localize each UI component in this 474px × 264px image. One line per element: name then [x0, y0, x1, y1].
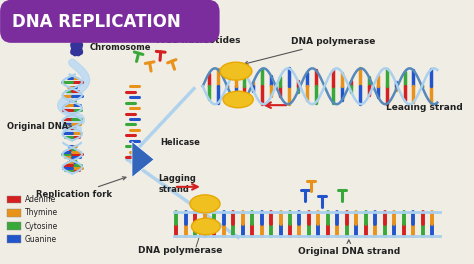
Ellipse shape: [220, 62, 252, 80]
Text: Leading strand: Leading strand: [386, 103, 463, 112]
Text: DNA polymerase: DNA polymerase: [244, 37, 375, 65]
FancyBboxPatch shape: [0, 0, 219, 43]
FancyBboxPatch shape: [7, 196, 21, 203]
Text: Guanine: Guanine: [25, 235, 57, 244]
Text: Lagging
strand: Lagging strand: [158, 174, 196, 194]
FancyBboxPatch shape: [7, 209, 21, 216]
Text: DNA REPLICATION: DNA REPLICATION: [11, 13, 180, 31]
Polygon shape: [132, 142, 154, 177]
Text: Cytosine: Cytosine: [25, 221, 58, 230]
Text: Helicase: Helicase: [161, 138, 201, 147]
Ellipse shape: [190, 195, 220, 213]
Text: Original DNA strand: Original DNA strand: [298, 240, 400, 256]
Text: Chromosome: Chromosome: [90, 43, 151, 51]
Text: Original DNA: Original DNA: [7, 122, 72, 131]
Text: DNA polymerase: DNA polymerase: [138, 246, 223, 254]
Text: Adenine: Adenine: [25, 195, 56, 204]
Text: Thymine: Thymine: [25, 208, 58, 217]
FancyBboxPatch shape: [7, 235, 21, 243]
FancyBboxPatch shape: [7, 222, 21, 230]
Ellipse shape: [191, 218, 220, 235]
Text: Free nucleotides: Free nucleotides: [156, 36, 241, 45]
Ellipse shape: [223, 91, 253, 108]
Text: Replication fork: Replication fork: [36, 177, 126, 199]
